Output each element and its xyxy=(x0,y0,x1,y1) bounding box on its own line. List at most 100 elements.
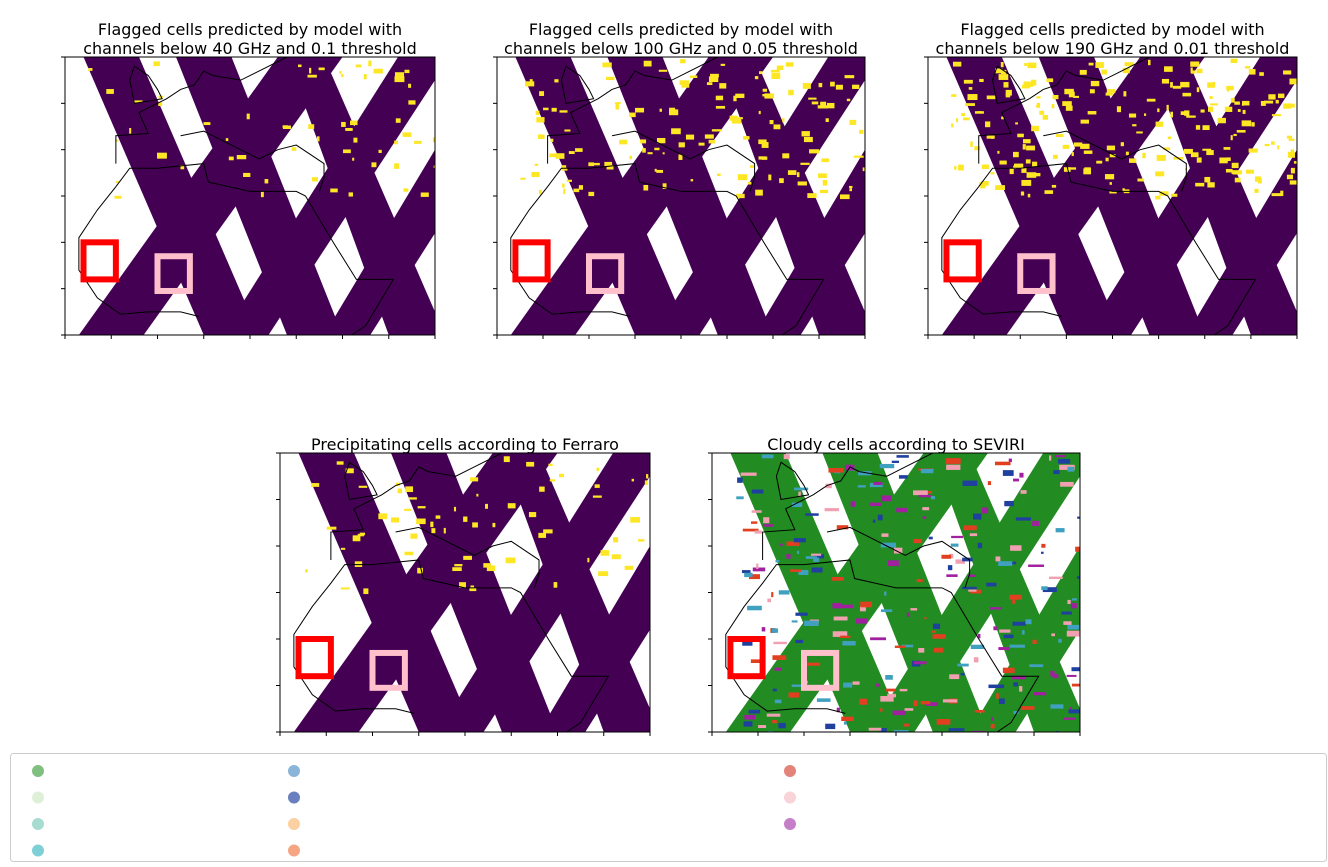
flag-spot xyxy=(129,127,132,134)
swath xyxy=(515,57,691,335)
flag-spot xyxy=(790,569,802,572)
flag-spot xyxy=(1109,182,1112,185)
flag-spot xyxy=(1089,89,1095,94)
flag-spot xyxy=(591,162,600,166)
flag-spot xyxy=(643,184,649,191)
flag-spot xyxy=(1260,100,1266,106)
flag-spot xyxy=(849,119,857,125)
flag-spot xyxy=(606,164,614,170)
flag-spot xyxy=(1077,516,1080,519)
flag-spot xyxy=(1021,179,1032,186)
flag-spot xyxy=(594,484,600,488)
flag-spot xyxy=(974,146,981,151)
legend-frame xyxy=(10,753,1327,862)
flag-spot xyxy=(330,188,338,193)
legend-marker xyxy=(288,818,300,830)
flag-spot xyxy=(654,147,660,151)
flag-spot xyxy=(737,174,748,181)
flag-spot xyxy=(1128,113,1137,118)
flag-spot xyxy=(807,193,817,199)
flag-spot xyxy=(880,696,894,702)
flag-spot xyxy=(797,550,800,555)
flag-spot xyxy=(772,688,777,692)
flag-spot xyxy=(1122,188,1125,192)
flag-spot xyxy=(1210,103,1218,106)
flag-spot xyxy=(836,525,849,530)
flag-spot xyxy=(773,641,787,645)
flag-spot xyxy=(879,463,895,469)
map-panel: Cloudy cells according to SEVIRI xyxy=(708,435,1081,736)
flag-spot xyxy=(1009,594,1022,600)
flag-spot xyxy=(463,555,472,560)
pink-box xyxy=(1017,253,1056,294)
flag-spot xyxy=(747,605,762,611)
swath xyxy=(822,453,988,732)
red-box xyxy=(727,636,766,680)
flag-spot xyxy=(646,474,649,479)
flag-spot xyxy=(1164,66,1173,72)
flag-spot xyxy=(1236,129,1246,133)
flag-spot xyxy=(752,567,766,572)
coastline xyxy=(941,163,1257,335)
flag-spot xyxy=(1271,114,1281,117)
flag-spot xyxy=(918,647,925,653)
coastline xyxy=(611,130,756,192)
flag-spot xyxy=(741,570,751,574)
flag-spot xyxy=(754,530,762,534)
flag-spot xyxy=(825,118,829,122)
flag-spot xyxy=(955,559,965,564)
flag-spot xyxy=(838,604,854,609)
flag-spot xyxy=(1233,133,1237,137)
swath xyxy=(932,453,1080,732)
flag-spot xyxy=(348,192,353,197)
flag-spot xyxy=(1242,109,1246,114)
flag-spot xyxy=(737,477,743,483)
coastline xyxy=(115,57,288,164)
flag-spot xyxy=(1002,667,1015,674)
flag-spot xyxy=(894,645,906,648)
flag-spot xyxy=(1083,150,1093,154)
flag-spot xyxy=(1230,97,1235,103)
flag-spot xyxy=(1230,58,1238,64)
flag-spot xyxy=(1105,92,1113,96)
flag-spot xyxy=(750,659,763,664)
flag-spot xyxy=(410,533,418,539)
flag-spot xyxy=(602,62,612,68)
flag-spot xyxy=(922,516,927,519)
flag-spot xyxy=(977,542,983,549)
flag-spot xyxy=(821,158,829,163)
flag-spot xyxy=(1190,70,1196,74)
flag-spot xyxy=(246,113,250,120)
flag-spot xyxy=(941,554,952,559)
flag-spot xyxy=(115,180,119,183)
flag-spot xyxy=(913,700,918,707)
flag-spot xyxy=(811,101,819,105)
flag-spot xyxy=(1196,87,1200,93)
flag-spot xyxy=(719,83,727,89)
flag-spot xyxy=(345,127,353,131)
flag-spot xyxy=(559,473,564,478)
flag-spot xyxy=(358,485,368,488)
flag-spot xyxy=(820,101,827,108)
flag-spot xyxy=(420,192,429,197)
flag-spot xyxy=(486,565,496,572)
flag-spot xyxy=(539,91,545,96)
flag-spot xyxy=(658,69,668,72)
flag-spot xyxy=(1202,125,1210,131)
flag-spot xyxy=(1063,621,1072,625)
flag-spot xyxy=(1009,644,1025,648)
flag-spot xyxy=(430,521,434,528)
flag-spot xyxy=(748,574,760,580)
flag-spot xyxy=(452,567,462,572)
flag-spot xyxy=(778,590,790,595)
coastline xyxy=(180,130,325,192)
flag-spot xyxy=(986,582,997,587)
flag-spot xyxy=(768,174,772,181)
flag-spot xyxy=(1041,586,1048,591)
flag-spot xyxy=(538,532,547,538)
flag-spot xyxy=(614,102,621,105)
flag-spot xyxy=(1155,121,1164,127)
flag-spot xyxy=(1032,639,1037,644)
flag-spot xyxy=(524,81,535,87)
